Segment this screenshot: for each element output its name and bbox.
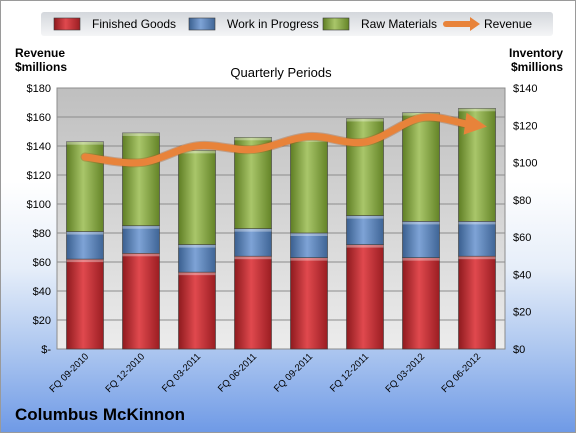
bar-work-in-progress bbox=[346, 215, 384, 245]
bar-work-in-progress bbox=[290, 232, 328, 258]
y-left-tick-label: $160 bbox=[27, 112, 51, 124]
y-right-tick-label: $80 bbox=[513, 195, 531, 207]
y-left-tick-label: $120 bbox=[27, 170, 51, 182]
legend-background bbox=[41, 12, 553, 36]
bar-raw-materials bbox=[178, 150, 216, 245]
legend-arrow-revenue bbox=[470, 17, 480, 31]
bar-work-in-progress bbox=[402, 221, 440, 258]
bar-raw-materials bbox=[290, 138, 328, 234]
legend-swatch-raw-materials bbox=[322, 17, 350, 31]
bar-cap-finished-goods bbox=[234, 256, 272, 260]
y-right-label-line1: Inventory bbox=[509, 46, 563, 60]
bar-cap-finished-goods bbox=[290, 257, 328, 261]
y-right-tick-label: $20 bbox=[513, 307, 531, 319]
x-tick-label: FQ 12-2010 bbox=[103, 351, 147, 395]
bar-finished-goods bbox=[66, 258, 104, 350]
bar-cap-finished-goods bbox=[402, 257, 440, 261]
bar-finished-goods bbox=[234, 255, 272, 350]
bar-cap-raw-materials bbox=[346, 118, 384, 122]
bar-cap-finished-goods bbox=[458, 256, 496, 260]
bar-work-in-progress bbox=[458, 221, 496, 257]
bar-finished-goods bbox=[122, 253, 160, 350]
bar-cap-raw-materials bbox=[234, 137, 272, 141]
y-left-tick-label: $180 bbox=[27, 83, 51, 95]
y-left-tick-label: $140 bbox=[27, 141, 51, 153]
legend-label-work-in-progress: Work in Progress bbox=[227, 17, 319, 31]
bar-work-in-progress bbox=[234, 228, 272, 257]
bar-finished-goods bbox=[346, 244, 384, 350]
y-left-tick-label: $60 bbox=[33, 257, 51, 269]
legend-label-raw-materials: Raw Materials bbox=[361, 17, 437, 31]
bars bbox=[66, 108, 496, 350]
bar-finished-goods bbox=[402, 257, 440, 350]
y-right-tick-label: $60 bbox=[513, 232, 531, 244]
bar-cap-raw-materials bbox=[458, 108, 496, 112]
right-axis-ticks: $0 $20 $40 $60 $80 $100 $120 $140 bbox=[513, 83, 537, 356]
bar-cap-raw-materials bbox=[402, 112, 440, 116]
legend-swatch-work-in-progress bbox=[188, 17, 216, 31]
revenue-line bbox=[81, 113, 469, 167]
bar-raw-materials bbox=[402, 112, 440, 222]
brand-name: Columbus McKinnon bbox=[15, 405, 185, 424]
bar-work-in-progress bbox=[122, 225, 160, 254]
bar-cap-work-in-progress bbox=[346, 215, 384, 219]
bar-cap-finished-goods bbox=[122, 253, 160, 257]
x-tick-label: FQ 09-2011 bbox=[272, 351, 315, 394]
bar-work-in-progress bbox=[178, 244, 216, 273]
bar-cap-work-in-progress bbox=[458, 221, 496, 225]
x-tick-label: FQ 09-2010 bbox=[47, 351, 91, 395]
bar-cap-raw-materials bbox=[66, 141, 104, 145]
x-tick-label: FQ 03-2011 bbox=[160, 351, 203, 394]
bar-cap-work-in-progress bbox=[402, 221, 440, 225]
bar-cap-work-in-progress bbox=[290, 233, 328, 236]
bar-cap-work-in-progress bbox=[234, 228, 272, 232]
bar-cap-raw-materials bbox=[178, 150, 216, 154]
bar-cap-finished-goods bbox=[346, 244, 384, 248]
legend: Finished Goods Work in Progress Raw Materi… bbox=[53, 17, 532, 31]
bar-cap-raw-materials bbox=[122, 132, 160, 136]
y-left-tick-label: $20 bbox=[33, 315, 51, 327]
bar-cap-work-in-progress bbox=[178, 244, 216, 248]
y-right-tick-label: $120 bbox=[513, 120, 537, 132]
x-tick-label: FQ 06-2011 bbox=[216, 351, 259, 394]
bar-cap-finished-goods bbox=[178, 272, 216, 276]
x-tick-label: FQ 06-2012 bbox=[439, 351, 483, 395]
y-left-tick-label: $80 bbox=[33, 228, 51, 240]
bar-finished-goods bbox=[458, 255, 496, 350]
x-axis-ticks: FQ 09-2010 FQ 12-2010 FQ 03-2011 FQ 06-2011… bbox=[47, 351, 483, 395]
chart-title: Quarterly Periods bbox=[230, 65, 332, 80]
bar-cap-work-in-progress bbox=[122, 225, 160, 229]
y-right-tick-label: $0 bbox=[513, 344, 525, 356]
x-tick-label: FQ 12-2011 bbox=[328, 351, 371, 394]
bar-cap-finished-goods bbox=[66, 259, 104, 263]
revenue-arrow-head bbox=[463, 112, 487, 135]
bar-cap-work-in-progress bbox=[66, 231, 104, 235]
y-right-tick-label: $140 bbox=[513, 83, 537, 95]
y-right-label-line2: $millions bbox=[511, 60, 563, 74]
legend-swatch-finished-goods bbox=[53, 17, 81, 31]
y-right-tick-label: $40 bbox=[513, 269, 531, 281]
bar-cap-raw-materials bbox=[290, 138, 328, 142]
bar-raw-materials bbox=[122, 132, 160, 227]
bar-finished-goods bbox=[178, 271, 216, 350]
bar-work-in-progress bbox=[66, 231, 104, 260]
x-tick-label: FQ 03-2012 bbox=[383, 351, 427, 395]
legend-label-finished-goods: Finished Goods bbox=[92, 17, 176, 31]
revenue-series bbox=[80, 112, 487, 168]
legend-label-revenue: Revenue bbox=[484, 17, 532, 31]
y-left-label-line1: Revenue bbox=[15, 46, 65, 60]
left-axis-ticks: $- $20 $40 $60 $80 $100 $120 $140 $160 $180 bbox=[27, 83, 52, 356]
y-right-tick-label: $100 bbox=[513, 158, 537, 170]
y-left-tick-label: $100 bbox=[27, 199, 51, 211]
bar-finished-goods bbox=[290, 257, 328, 350]
y-left-tick-label: $- bbox=[41, 344, 51, 356]
y-left-tick-label: $40 bbox=[33, 286, 51, 298]
y-left-label-line2: $millions bbox=[15, 60, 67, 74]
